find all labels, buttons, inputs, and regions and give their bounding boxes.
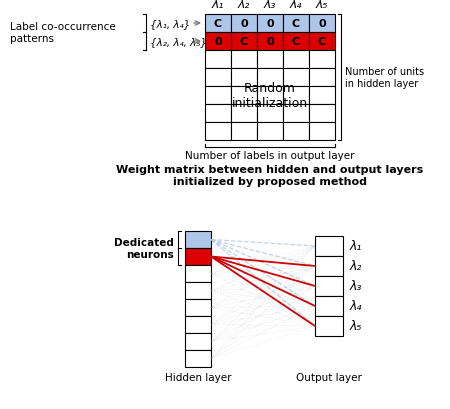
Bar: [257, 15, 283, 33]
Bar: [283, 69, 309, 87]
Text: λ₄: λ₄: [290, 0, 302, 11]
Bar: [309, 15, 335, 33]
Text: λ₅: λ₅: [316, 0, 328, 11]
Bar: [205, 87, 231, 105]
Bar: [185, 282, 211, 299]
Bar: [315, 236, 343, 256]
Text: C: C: [292, 19, 300, 29]
Text: Dedicated
neurons: Dedicated neurons: [114, 238, 174, 259]
Bar: [185, 299, 211, 316]
Bar: [205, 15, 231, 33]
Text: λ₃: λ₃: [350, 280, 362, 293]
Text: 0: 0: [240, 19, 248, 29]
Bar: [315, 316, 343, 336]
Text: {λ₁, λ₄}: {λ₁, λ₄}: [150, 19, 190, 29]
Text: 0: 0: [266, 37, 274, 47]
Text: λ₂: λ₂: [238, 0, 250, 11]
Bar: [309, 123, 335, 141]
Text: C: C: [318, 37, 326, 47]
Text: Random
initialization: Random initialization: [232, 82, 308, 110]
Bar: [315, 256, 343, 276]
Bar: [185, 350, 211, 367]
Bar: [283, 33, 309, 51]
Bar: [205, 33, 231, 51]
Bar: [283, 87, 309, 105]
Bar: [231, 33, 257, 51]
Text: {λ₂, λ₄, λ₅}: {λ₂, λ₄, λ₅}: [150, 37, 207, 47]
Bar: [231, 123, 257, 141]
Bar: [315, 296, 343, 316]
Bar: [185, 231, 211, 248]
Bar: [231, 105, 257, 123]
Text: 0: 0: [214, 37, 222, 47]
Bar: [231, 87, 257, 105]
Text: λ₄: λ₄: [350, 300, 362, 313]
Bar: [257, 51, 283, 69]
Bar: [315, 276, 343, 296]
Bar: [309, 51, 335, 69]
Bar: [283, 51, 309, 69]
Text: Output layer: Output layer: [296, 372, 362, 382]
Bar: [283, 15, 309, 33]
Bar: [185, 316, 211, 333]
Bar: [185, 265, 211, 282]
Bar: [257, 33, 283, 51]
Bar: [205, 51, 231, 69]
Bar: [309, 33, 335, 51]
Text: Number of labels in output layer: Number of labels in output layer: [185, 151, 355, 161]
Bar: [257, 69, 283, 87]
Text: λ₅: λ₅: [350, 320, 362, 333]
Bar: [309, 87, 335, 105]
Text: C: C: [240, 37, 248, 47]
Bar: [205, 69, 231, 87]
Bar: [205, 105, 231, 123]
Bar: [185, 248, 211, 265]
Bar: [257, 87, 283, 105]
Text: Label co-occurrence
patterns: Label co-occurrence patterns: [10, 22, 116, 44]
Text: 0: 0: [266, 19, 274, 29]
Bar: [231, 51, 257, 69]
Bar: [185, 333, 211, 350]
Text: 0: 0: [318, 19, 326, 29]
Bar: [309, 69, 335, 87]
Text: λ₁: λ₁: [212, 0, 224, 11]
Text: λ₃: λ₃: [264, 0, 276, 11]
Bar: [257, 105, 283, 123]
Text: λ₁: λ₁: [350, 240, 362, 253]
Bar: [283, 105, 309, 123]
Bar: [283, 123, 309, 141]
Text: λ₂: λ₂: [350, 260, 362, 273]
Text: Number of units
in hidden layer: Number of units in hidden layer: [345, 67, 424, 89]
Bar: [205, 123, 231, 141]
Text: Hidden layer: Hidden layer: [165, 372, 231, 382]
Text: C: C: [292, 37, 300, 47]
Text: C: C: [214, 19, 222, 29]
Text: Weight matrix between hidden and output layers
initialized by proposed method: Weight matrix between hidden and output …: [117, 164, 423, 186]
Bar: [309, 105, 335, 123]
Bar: [231, 69, 257, 87]
Bar: [257, 123, 283, 141]
Bar: [231, 15, 257, 33]
